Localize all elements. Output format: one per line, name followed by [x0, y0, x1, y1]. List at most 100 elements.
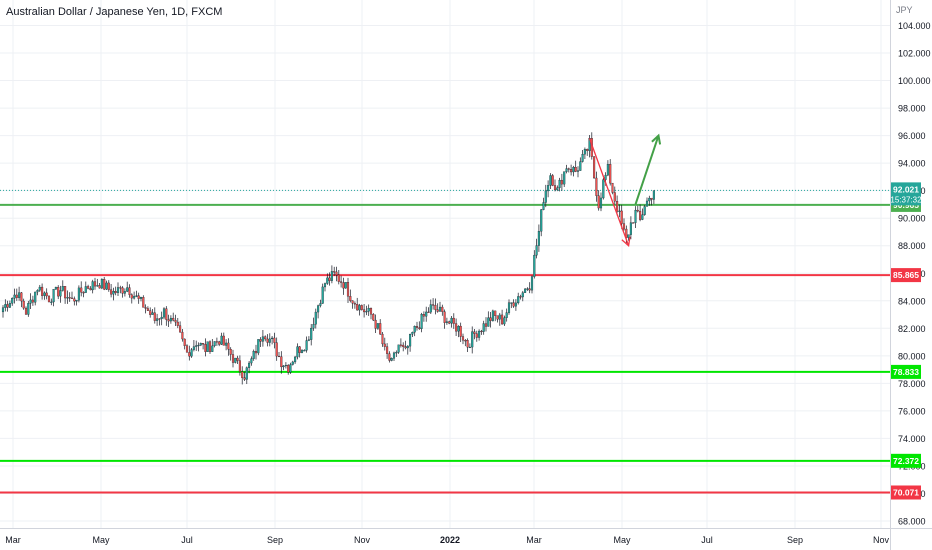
- candle[interactable]: [464, 339, 467, 347]
- candle[interactable]: [176, 317, 179, 329]
- candle[interactable]: [560, 173, 563, 191]
- candle[interactable]: [172, 312, 175, 322]
- candle[interactable]: [326, 273, 329, 285]
- candle[interactable]: [540, 208, 543, 237]
- candle[interactable]: [77, 285, 80, 303]
- candle[interactable]: [544, 184, 547, 208]
- candle[interactable]: [602, 178, 605, 200]
- candle[interactable]: [376, 323, 379, 330]
- candle[interactable]: [215, 337, 218, 346]
- candle[interactable]: [583, 147, 586, 159]
- candle[interactable]: [151, 308, 154, 315]
- candle[interactable]: [220, 332, 223, 346]
- candle[interactable]: [593, 156, 596, 179]
- candle[interactable]: [409, 333, 412, 352]
- candle[interactable]: [611, 182, 614, 195]
- candle[interactable]: [174, 314, 177, 326]
- candle[interactable]: [420, 312, 423, 333]
- candle[interactable]: [363, 303, 366, 318]
- candle[interactable]: [22, 298, 25, 310]
- candle[interactable]: [245, 366, 248, 385]
- candle[interactable]: [459, 322, 462, 343]
- candle[interactable]: [52, 289, 55, 307]
- candle[interactable]: [524, 287, 527, 293]
- candle[interactable]: [43, 291, 46, 300]
- candle[interactable]: [57, 285, 60, 300]
- candle[interactable]: [139, 296, 143, 302]
- candle[interactable]: [179, 321, 182, 333]
- candle[interactable]: [487, 311, 490, 327]
- candle[interactable]: [399, 338, 402, 348]
- candle[interactable]: [47, 295, 51, 303]
- candle[interactable]: [632, 222, 635, 224]
- candle[interactable]: [287, 364, 290, 375]
- candle[interactable]: [300, 349, 304, 354]
- candle[interactable]: [505, 308, 508, 322]
- candle[interactable]: [526, 287, 529, 291]
- candle[interactable]: [277, 351, 281, 358]
- candle[interactable]: [328, 272, 331, 286]
- candle[interactable]: [183, 338, 186, 350]
- candle[interactable]: [415, 321, 419, 331]
- candle[interactable]: [227, 338, 230, 356]
- candle[interactable]: [112, 287, 115, 301]
- green-arrow[interactable]: [634, 133, 662, 205]
- candle[interactable]: [162, 307, 166, 320]
- candle[interactable]: [105, 280, 108, 291]
- candle[interactable]: [395, 350, 398, 357]
- candle[interactable]: [142, 295, 145, 308]
- candle[interactable]: [241, 366, 244, 385]
- candle[interactable]: [429, 299, 432, 314]
- candle[interactable]: [15, 288, 18, 301]
- candle[interactable]: [576, 166, 580, 178]
- candle[interactable]: [123, 288, 126, 297]
- candle[interactable]: [636, 205, 639, 213]
- candle[interactable]: [248, 360, 251, 374]
- candle[interactable]: [275, 337, 278, 361]
- candle[interactable]: [68, 292, 71, 302]
- candle[interactable]: [510, 302, 513, 309]
- candle[interactable]: [197, 342, 200, 352]
- candle[interactable]: [353, 301, 356, 309]
- candle[interactable]: [494, 310, 497, 322]
- candle[interactable]: [11, 297, 14, 306]
- candle[interactable]: [418, 321, 421, 330]
- candle[interactable]: [70, 291, 74, 299]
- candle[interactable]: [133, 291, 136, 300]
- candle[interactable]: [613, 186, 616, 205]
- candle[interactable]: [282, 365, 285, 371]
- candle[interactable]: [406, 345, 409, 355]
- candle[interactable]: [185, 344, 189, 353]
- candle[interactable]: [1, 305, 5, 318]
- candle[interactable]: [507, 299, 511, 315]
- red-trend-line[interactable]: [588, 138, 631, 247]
- candle[interactable]: [103, 276, 106, 291]
- candle[interactable]: [551, 173, 554, 187]
- candle[interactable]: [73, 296, 76, 306]
- candle[interactable]: [280, 351, 283, 374]
- candle[interactable]: [641, 208, 644, 221]
- candle[interactable]: [388, 351, 391, 363]
- candle[interactable]: [351, 300, 354, 309]
- candle[interactable]: [512, 299, 515, 308]
- candle[interactable]: [567, 167, 570, 173]
- candle[interactable]: [618, 204, 621, 218]
- candle[interactable]: [121, 286, 124, 298]
- candle[interactable]: [64, 286, 67, 304]
- candle[interactable]: [264, 335, 267, 342]
- candle[interactable]: [271, 335, 274, 345]
- candle[interactable]: [422, 311, 425, 322]
- candle[interactable]: [358, 303, 361, 316]
- candle[interactable]: [29, 293, 32, 309]
- candle[interactable]: [404, 340, 407, 350]
- candle[interactable]: [34, 291, 37, 306]
- candle[interactable]: [114, 286, 117, 296]
- candle[interactable]: [616, 195, 619, 216]
- candle[interactable]: [650, 197, 653, 206]
- candle[interactable]: [98, 283, 101, 289]
- candle[interactable]: [386, 343, 389, 359]
- candle[interactable]: [634, 206, 637, 229]
- candle[interactable]: [528, 282, 531, 294]
- candle[interactable]: [298, 346, 301, 358]
